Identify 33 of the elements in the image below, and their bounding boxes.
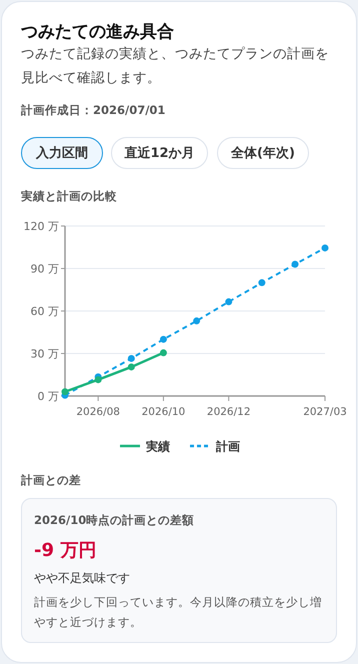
- text: つみたて記録の実績と、つみたてプランの計画を見比べて確認します。: [21, 45, 330, 88]
- point: [128, 363, 135, 370]
- legend-label: 計画: [215, 440, 240, 454]
- x-tick-label: 2026/08: [76, 406, 120, 418]
- text: 計画を少し下回っています。今月以降の積立を少し増やすと近づけます。: [34, 594, 323, 631]
- x-tick-label: 2027/03: [303, 406, 347, 418]
- text: つみたての進み具合: [21, 21, 174, 43]
- point: [160, 336, 167, 343]
- point: [160, 349, 167, 356]
- point: [94, 376, 102, 384]
- text: やや不足気味です: [34, 570, 130, 587]
- y-tick-label: 60 万: [30, 305, 59, 318]
- x-tick-label: 2026/10: [142, 406, 186, 418]
- point: [225, 298, 232, 306]
- point: [128, 354, 135, 362]
- point: [193, 317, 200, 324]
- chart-title: 実績と計画の比較: [21, 189, 117, 204]
- point: [322, 244, 328, 252]
- text: 入力区間: [21, 137, 103, 169]
- text: 計画との差: [21, 473, 81, 488]
- y-tick-label: 30 万: [30, 348, 59, 360]
- text: 計画作成日：2026/07/01: [21, 103, 166, 118]
- text: -9 万円: [34, 539, 96, 562]
- point: [292, 260, 299, 268]
- legend-label: 実績: [145, 440, 170, 454]
- y-tick-label: 120 万: [24, 220, 59, 233]
- point: [258, 279, 266, 286]
- y-tick-label: 90 万: [30, 262, 59, 276]
- text: 直近12か月: [111, 137, 208, 169]
- text: 全体(年次): [217, 137, 309, 169]
- text: 2026/10時点の計画との差額: [34, 513, 194, 528]
- y-tick-label: 0 万: [38, 390, 59, 403]
- x-tick-label: 2026/12: [206, 406, 251, 418]
